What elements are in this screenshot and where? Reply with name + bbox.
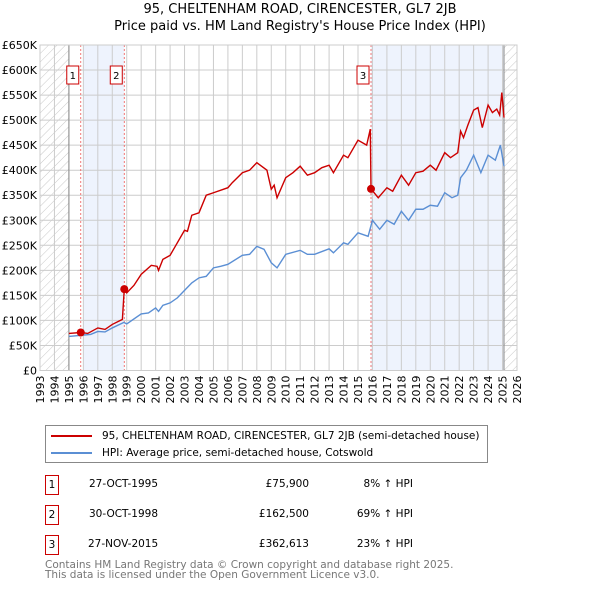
sale-label: 1 <box>70 71 76 82</box>
chart-subtitle: Price paid vs. HM Land Registry's House … <box>114 19 486 34</box>
x-tick-label: 2020 <box>424 376 437 404</box>
y-tick-label: £350K <box>2 189 38 202</box>
sale-hpi: 8% ↑ HPI <box>363 478 413 490</box>
sale-row: 3 27-NOV-2015 £362,613 23% ↑ HPI <box>45 535 505 555</box>
x-tick-label: 2011 <box>294 376 307 404</box>
sale-label-box <box>356 65 370 85</box>
x-tick-label: 1997 <box>92 376 105 404</box>
y-tick-label: £200K <box>2 264 38 277</box>
x-tick-label: 1993 <box>34 376 47 404</box>
x-tick-label: 2013 <box>323 376 336 404</box>
sale-number: 2 <box>45 505 59 525</box>
plot-border <box>39 44 518 371</box>
footer: Contains HM Land Registry data © Crown c… <box>45 559 454 581</box>
y-tick-label: £650K <box>2 39 38 52</box>
x-tick-label: 1994 <box>48 376 61 404</box>
x-tick-label: 2017 <box>381 376 394 404</box>
sale-row: 2 30-OCT-1998 £162,500 69% ↑ HPI <box>45 505 505 525</box>
x-tick-label: 2024 <box>482 376 495 404</box>
y-tick-label: £500K <box>2 114 38 127</box>
sale-date: 27-NOV-2015 <box>88 538 159 550</box>
sale-label: 3 <box>360 71 366 82</box>
legend-label: 95, CHELTENHAM ROAD, CIRENCESTER, GL7 2J… <box>102 430 480 442</box>
x-tick-label: 2019 <box>410 376 423 404</box>
chart: 1993 1994 1995 1996 1997 1998 1999 2000 2001 2002… <box>2 39 524 404</box>
property-line <box>68 92 505 335</box>
x-tick-label: 2022 <box>453 376 466 404</box>
y-tick-label: £100K <box>2 314 38 327</box>
y-tick-label: £600K <box>2 64 38 77</box>
footer-line: Contains HM Land Registry data © Crown c… <box>45 559 454 571</box>
sale-label-box <box>109 65 123 85</box>
hatched-region <box>503 45 517 371</box>
x-tick-label: 2016 <box>366 376 379 404</box>
sale-label: 2 <box>113 71 119 82</box>
x-tick-label: 2018 <box>395 376 408 404</box>
y-tick-label: £0 <box>23 365 37 378</box>
x-tick-label: 2002 <box>164 376 177 404</box>
x-tick-label: 2006 <box>222 376 235 404</box>
x-tick-label: 1995 <box>63 376 76 404</box>
sale-label-box <box>66 65 80 85</box>
sale-price: £75,900 <box>265 478 309 490</box>
sale-point <box>120 285 129 294</box>
legend-label: HPI: Average price, semi-detached house,… <box>102 447 374 459</box>
y-tick-label: £150K <box>2 289 38 302</box>
hpi-line <box>68 144 505 338</box>
x-tick-label: 2021 <box>439 376 452 404</box>
y-tick-label: £550K <box>2 89 38 102</box>
x-tick-label: 2001 <box>150 376 163 404</box>
x-tick-label: 1996 <box>77 376 90 404</box>
sale-price: £362,613 <box>258 538 309 550</box>
chart-title: 95, CHELTENHAM ROAD, CIRENCESTER, GL7 2J… <box>143 2 457 17</box>
x-tick-label: 2009 <box>265 376 278 404</box>
x-tick-label: 2015 <box>352 376 365 404</box>
x-tick-label: 2026 <box>511 376 524 404</box>
x-tick-label: 2025 <box>497 376 510 404</box>
sale-number: 3 <box>45 535 59 555</box>
sale-number: 1 <box>45 475 59 495</box>
sale-row: 1 27-OCT-1995 £75,900 8% ↑ HPI <box>45 475 505 495</box>
x-tick-label: 2007 <box>236 376 249 404</box>
y-tick-label: £450K <box>2 139 38 152</box>
x-tick-label: 1998 <box>106 376 119 404</box>
y-tick-label: £300K <box>2 214 38 227</box>
x-tick-label: 2023 <box>468 376 481 404</box>
y-tick-label: £50K <box>9 339 38 352</box>
x-tick-label: 2008 <box>251 376 264 404</box>
shaded-region <box>371 45 504 371</box>
x-tick-label: 2005 <box>207 376 220 404</box>
x-tick-label: 2010 <box>280 376 293 404</box>
sale-hpi: 23% ↑ HPI <box>356 538 413 550</box>
x-tick-label: 2000 <box>135 376 148 404</box>
x-tick-label: 1999 <box>121 376 134 404</box>
x-tick-label: 2014 <box>338 376 351 404</box>
shaded-region <box>83 45 125 371</box>
sale-date: 27-OCT-1995 <box>89 478 158 490</box>
legend-item-hpi: HPI: Average price, semi-detached house,… <box>51 447 373 459</box>
x-tick-label: 2012 <box>309 376 322 404</box>
footer-line: This data is licensed under the Open Gov… <box>45 569 380 581</box>
sale-point <box>367 184 376 193</box>
x-tick-label: 2003 <box>179 376 192 404</box>
y-tick-label: £250K <box>2 239 38 252</box>
x-tick-label: 2004 <box>193 376 206 404</box>
y-tick-label: £400K <box>2 164 38 177</box>
sale-price: £162,500 <box>258 508 309 520</box>
sale-date: 30-OCT-1998 <box>89 508 158 520</box>
legend: 95, CHELTENHAM ROAD, CIRENCESTER, GL7 2J… <box>45 425 488 463</box>
sale-point <box>76 328 85 337</box>
legend-item-property: 95, CHELTENHAM ROAD, CIRENCESTER, GL7 2J… <box>51 430 479 442</box>
sale-hpi: 69% ↑ HPI <box>356 508 413 520</box>
